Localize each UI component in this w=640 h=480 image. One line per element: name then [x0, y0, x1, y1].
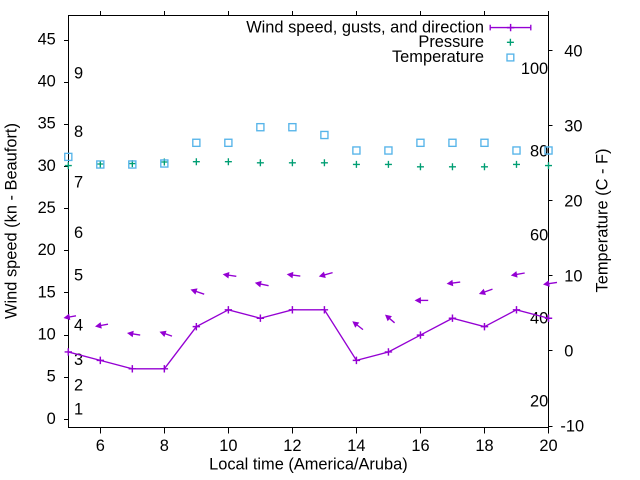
svg-text:10: 10	[219, 437, 237, 455]
svg-text:10: 10	[564, 268, 582, 286]
svg-text:30: 30	[564, 118, 582, 136]
svg-text:5: 5	[47, 368, 56, 386]
svg-text:1: 1	[74, 401, 83, 419]
svg-text:18: 18	[475, 437, 493, 455]
svg-text:20: 20	[38, 241, 56, 259]
svg-text:25: 25	[38, 199, 56, 217]
svg-text:40: 40	[38, 73, 56, 91]
svg-text:Temperature (C - F): Temperature (C - F)	[594, 149, 612, 293]
svg-text:Temperature: Temperature	[392, 48, 484, 66]
svg-text:20: 20	[539, 437, 557, 455]
svg-text:2: 2	[74, 376, 83, 394]
svg-text:8: 8	[74, 123, 83, 141]
svg-text:9: 9	[74, 64, 83, 82]
svg-text:40: 40	[564, 42, 582, 60]
svg-text:80: 80	[530, 142, 548, 160]
svg-text:Wind speed (kn - Beaufort): Wind speed (kn - Beaufort)	[3, 123, 21, 319]
svg-text:6: 6	[74, 224, 83, 242]
svg-text:Local time (America/Aruba): Local time (America/Aruba)	[209, 455, 408, 473]
svg-text:12: 12	[283, 437, 301, 455]
svg-text:35: 35	[38, 115, 56, 133]
svg-text:8: 8	[160, 437, 169, 455]
svg-text:20: 20	[564, 193, 582, 211]
svg-text:3: 3	[74, 351, 83, 369]
svg-text:45: 45	[38, 30, 56, 48]
svg-text:0: 0	[47, 410, 56, 428]
svg-text:14: 14	[347, 437, 365, 455]
svg-text:4: 4	[74, 316, 83, 334]
svg-text:100: 100	[521, 60, 548, 78]
svg-text:7: 7	[74, 173, 83, 191]
svg-text:-10: -10	[560, 418, 584, 436]
svg-text:10: 10	[38, 325, 56, 343]
svg-text:Wind speed, gusts, and directi: Wind speed, gusts, and direction	[246, 19, 484, 37]
svg-text:20: 20	[530, 392, 548, 410]
svg-text:30: 30	[38, 157, 56, 175]
svg-text:0: 0	[564, 343, 573, 361]
svg-text:15: 15	[38, 283, 56, 301]
svg-text:60: 60	[530, 226, 548, 244]
svg-text:Pressure: Pressure	[418, 33, 484, 51]
svg-text:6: 6	[96, 437, 105, 455]
svg-text:16: 16	[411, 437, 429, 455]
svg-text:5: 5	[74, 266, 83, 284]
